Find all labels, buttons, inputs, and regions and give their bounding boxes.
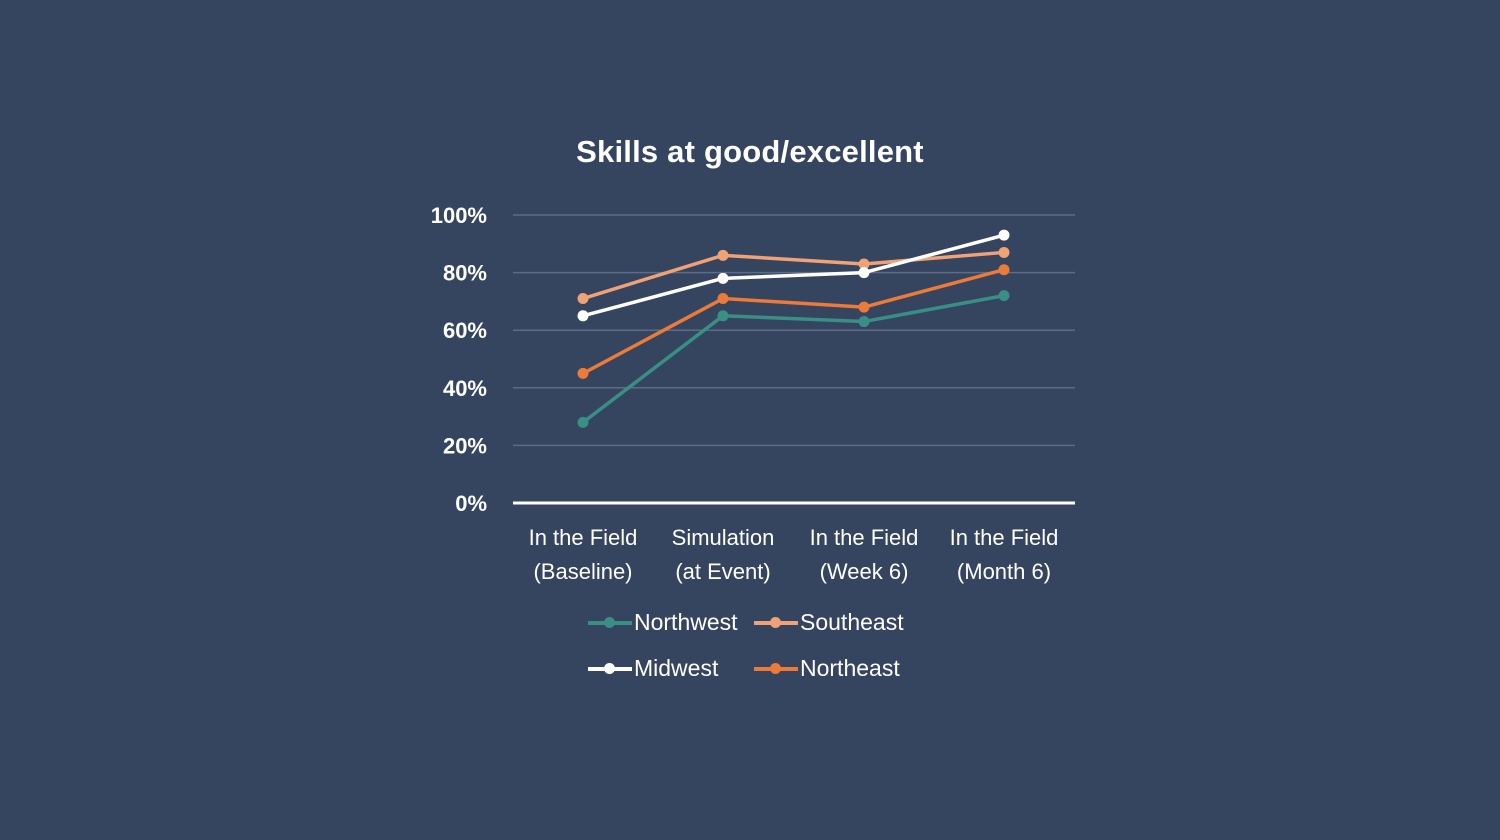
x-tick-label: (Baseline) xyxy=(533,559,632,584)
legend-swatch-icon xyxy=(754,613,798,633)
data-point xyxy=(577,416,589,428)
data-point xyxy=(717,293,729,305)
series-line xyxy=(582,268,1005,375)
x-tick-label: In the Field xyxy=(810,525,919,550)
legend-label: Southeast xyxy=(800,609,904,635)
series-line xyxy=(581,293,1005,424)
data-point xyxy=(577,293,589,305)
data-point xyxy=(717,310,729,322)
y-tick-label: 0% xyxy=(455,491,487,516)
y-tick-label: 80% xyxy=(443,261,487,286)
legend-label: Midwest xyxy=(634,655,719,681)
data-point xyxy=(998,246,1010,258)
x-tick-label: In the Field xyxy=(950,525,1059,550)
legend-item-southeast: Southeast xyxy=(754,609,904,636)
series-northeast xyxy=(577,264,1010,379)
legend-item-northeast: Northeast xyxy=(754,655,900,682)
data-point xyxy=(858,267,870,279)
y-tick-label: 60% xyxy=(443,318,487,343)
legend-item-midwest: Midwest xyxy=(588,655,718,682)
x-tick-label: (Week 6) xyxy=(820,559,909,584)
series-southeast xyxy=(577,246,1010,305)
series-northwest xyxy=(577,290,1010,428)
legend-label: Northeast xyxy=(800,655,900,681)
x-tick-label: In the Field xyxy=(529,525,638,550)
y-tick-label: 20% xyxy=(443,433,487,458)
series-midwest xyxy=(577,229,1010,322)
x-tick-label: (at Event) xyxy=(675,559,770,584)
chart-title: Skills at good/excellent xyxy=(576,134,924,169)
data-point xyxy=(858,316,870,328)
series-line xyxy=(582,233,1005,318)
x-tick-label: (Month 6) xyxy=(957,559,1051,584)
data-point xyxy=(717,272,729,284)
legend-item-northwest: Northwest xyxy=(588,609,738,636)
data-point xyxy=(577,310,589,322)
legend-swatch-icon xyxy=(754,659,798,679)
series-line xyxy=(582,250,1005,301)
data-point xyxy=(998,264,1010,276)
data-point xyxy=(717,249,729,261)
legend-label: Northwest xyxy=(634,609,738,635)
x-tick-label: Simulation xyxy=(672,525,775,550)
legend-swatch-icon xyxy=(588,613,632,633)
data-point xyxy=(858,301,870,313)
data-point xyxy=(998,229,1010,241)
y-tick-label: 40% xyxy=(443,376,487,401)
data-point xyxy=(858,258,870,270)
data-point xyxy=(998,290,1010,302)
legend-swatch-icon xyxy=(588,659,632,679)
y-tick-label: 100% xyxy=(431,203,487,228)
data-point xyxy=(577,367,589,379)
